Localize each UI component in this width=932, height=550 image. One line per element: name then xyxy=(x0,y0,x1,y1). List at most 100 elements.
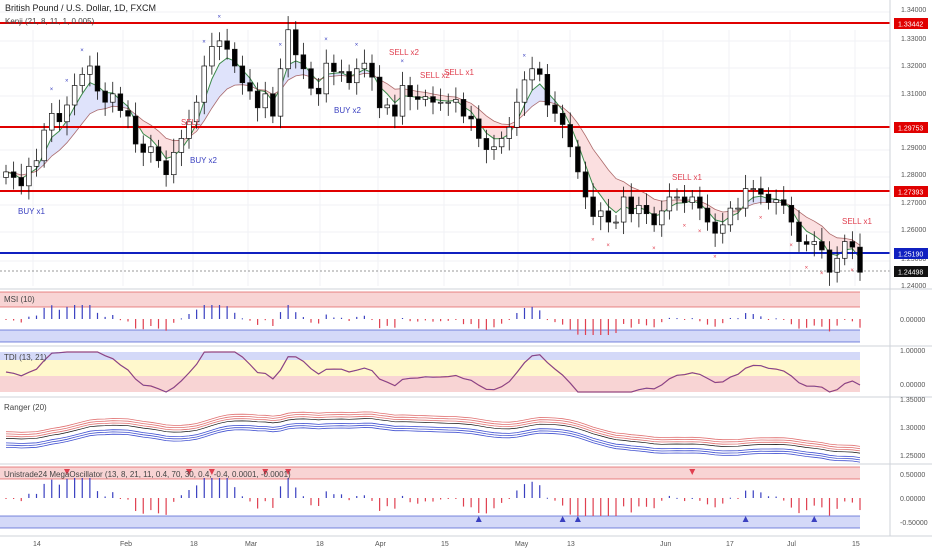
sell-signal-label: SELL x2 xyxy=(389,48,419,57)
msi-bar xyxy=(203,305,205,319)
bearish-candle xyxy=(590,196,596,217)
bearish-candle xyxy=(628,196,634,215)
bullish-candle xyxy=(64,104,70,123)
bullish-candle xyxy=(79,73,85,86)
msi-bar xyxy=(81,305,83,319)
msi-bar xyxy=(188,314,190,319)
bullish-candle xyxy=(521,79,528,103)
mega-bar xyxy=(112,492,114,498)
msi-bar xyxy=(531,306,533,319)
msi-bar xyxy=(447,319,449,321)
mega-bar xyxy=(478,498,480,514)
time-tick: May xyxy=(515,541,529,548)
pane-value-label: -0.50000 xyxy=(900,520,928,527)
mega-bar xyxy=(119,498,121,499)
bearish-candle xyxy=(460,99,467,117)
time-tick: Jun xyxy=(660,541,671,548)
msi-bar xyxy=(592,319,594,335)
msi-bar xyxy=(5,319,7,320)
time-tick: 15 xyxy=(441,541,449,548)
msi-bar xyxy=(386,319,388,326)
price-axis[interactable]: 1.34000 1.33000 1.32000 1.31000 1.29000 … xyxy=(889,0,928,536)
bullish-candle xyxy=(598,210,604,217)
pane-value-label: 0.50000 xyxy=(900,472,925,479)
mega-bar xyxy=(554,498,556,501)
mega-bar xyxy=(188,490,190,498)
msi-bar xyxy=(279,312,282,319)
msi-bar xyxy=(401,318,404,320)
ranger-pane: Ranger (20) 1.35000 1.30000 1.25000 xyxy=(4,397,925,463)
msi-bar xyxy=(516,312,518,319)
mega-bar xyxy=(577,498,579,516)
msi-bar xyxy=(729,317,731,319)
bullish-candle xyxy=(422,96,429,100)
msi-bar xyxy=(645,319,648,326)
mega-bar xyxy=(790,498,792,508)
bullish-candle xyxy=(811,241,817,245)
pane-title[interactable]: Ranger (20) xyxy=(4,403,47,412)
mega-bar xyxy=(638,498,640,507)
msi-bar xyxy=(218,305,221,319)
mega-bar xyxy=(150,498,152,511)
mega-bar xyxy=(272,498,274,508)
pane-title[interactable]: Unistrade24 MegaOscillator (13, 8, 21, 1… xyxy=(4,470,291,479)
buy-marker: × xyxy=(523,54,527,60)
time-tick: Mar xyxy=(245,541,258,548)
time-tick: 15 xyxy=(852,541,860,548)
mega-bar xyxy=(501,498,503,503)
indicator-title[interactable]: Kenji (21, 8, 11, 1, 0.005) xyxy=(5,17,95,26)
sell-signal-label: SELL x1 xyxy=(842,217,872,226)
bullish-candle xyxy=(262,93,268,109)
mega-bar xyxy=(127,498,129,500)
mega-bar xyxy=(28,493,30,498)
mega-bar xyxy=(455,498,457,499)
price-label: 1.29000 xyxy=(901,145,926,152)
mega-bar xyxy=(295,487,297,498)
bearish-candle xyxy=(697,196,703,209)
msi-bar xyxy=(226,306,228,319)
msi-bar xyxy=(417,319,419,322)
mega-bar xyxy=(249,498,251,502)
msi-bar xyxy=(783,319,785,320)
pane-value-label: 1.30000 xyxy=(900,425,925,432)
sell-signal-label: SELL x1 xyxy=(672,173,702,182)
mega-bar xyxy=(386,498,388,507)
mega-bar xyxy=(257,498,259,509)
msi-bar xyxy=(462,319,465,325)
msi-bar xyxy=(752,314,754,319)
time-tick: 13 xyxy=(567,541,575,548)
sell-signal-label: SELL x1 xyxy=(444,68,474,77)
msi-bar xyxy=(58,309,60,319)
mega-bar xyxy=(96,491,99,498)
bullish-candle xyxy=(71,85,78,106)
bearish-candle xyxy=(605,210,612,223)
bullish-candle xyxy=(750,188,756,190)
mega-bar xyxy=(851,498,853,503)
msi-bar xyxy=(20,319,22,323)
bullish-candle xyxy=(453,99,459,103)
ranger-band-line xyxy=(5,413,861,450)
time-axis[interactable]: 14 Feb 18 Mar 18 Apr 15 May 13 Jun 17 Ju… xyxy=(33,541,860,548)
msi-bar xyxy=(104,316,106,319)
sell-arrow xyxy=(208,469,215,475)
sell-marker: × xyxy=(683,224,687,230)
candles xyxy=(3,16,863,286)
bearish-candle xyxy=(582,171,589,198)
bullish-candle xyxy=(674,196,680,199)
mega-bar xyxy=(379,498,381,511)
pane-title[interactable]: MSI (10) xyxy=(4,295,35,304)
price-label: 1.33000 xyxy=(901,36,926,43)
mega-bar xyxy=(363,495,365,498)
mega-bar xyxy=(371,498,373,501)
mega-bar xyxy=(806,498,808,511)
price-label: 1.24000 xyxy=(901,283,926,290)
mega-bar xyxy=(203,478,205,498)
bullish-candle xyxy=(529,68,535,81)
pane-title[interactable]: TDI (13, 21) xyxy=(4,353,47,362)
mega-bar xyxy=(325,491,327,498)
mega-bar xyxy=(676,497,678,499)
msi-bar xyxy=(600,319,602,335)
msi-bar xyxy=(249,319,251,321)
bullish-candle xyxy=(384,104,390,109)
